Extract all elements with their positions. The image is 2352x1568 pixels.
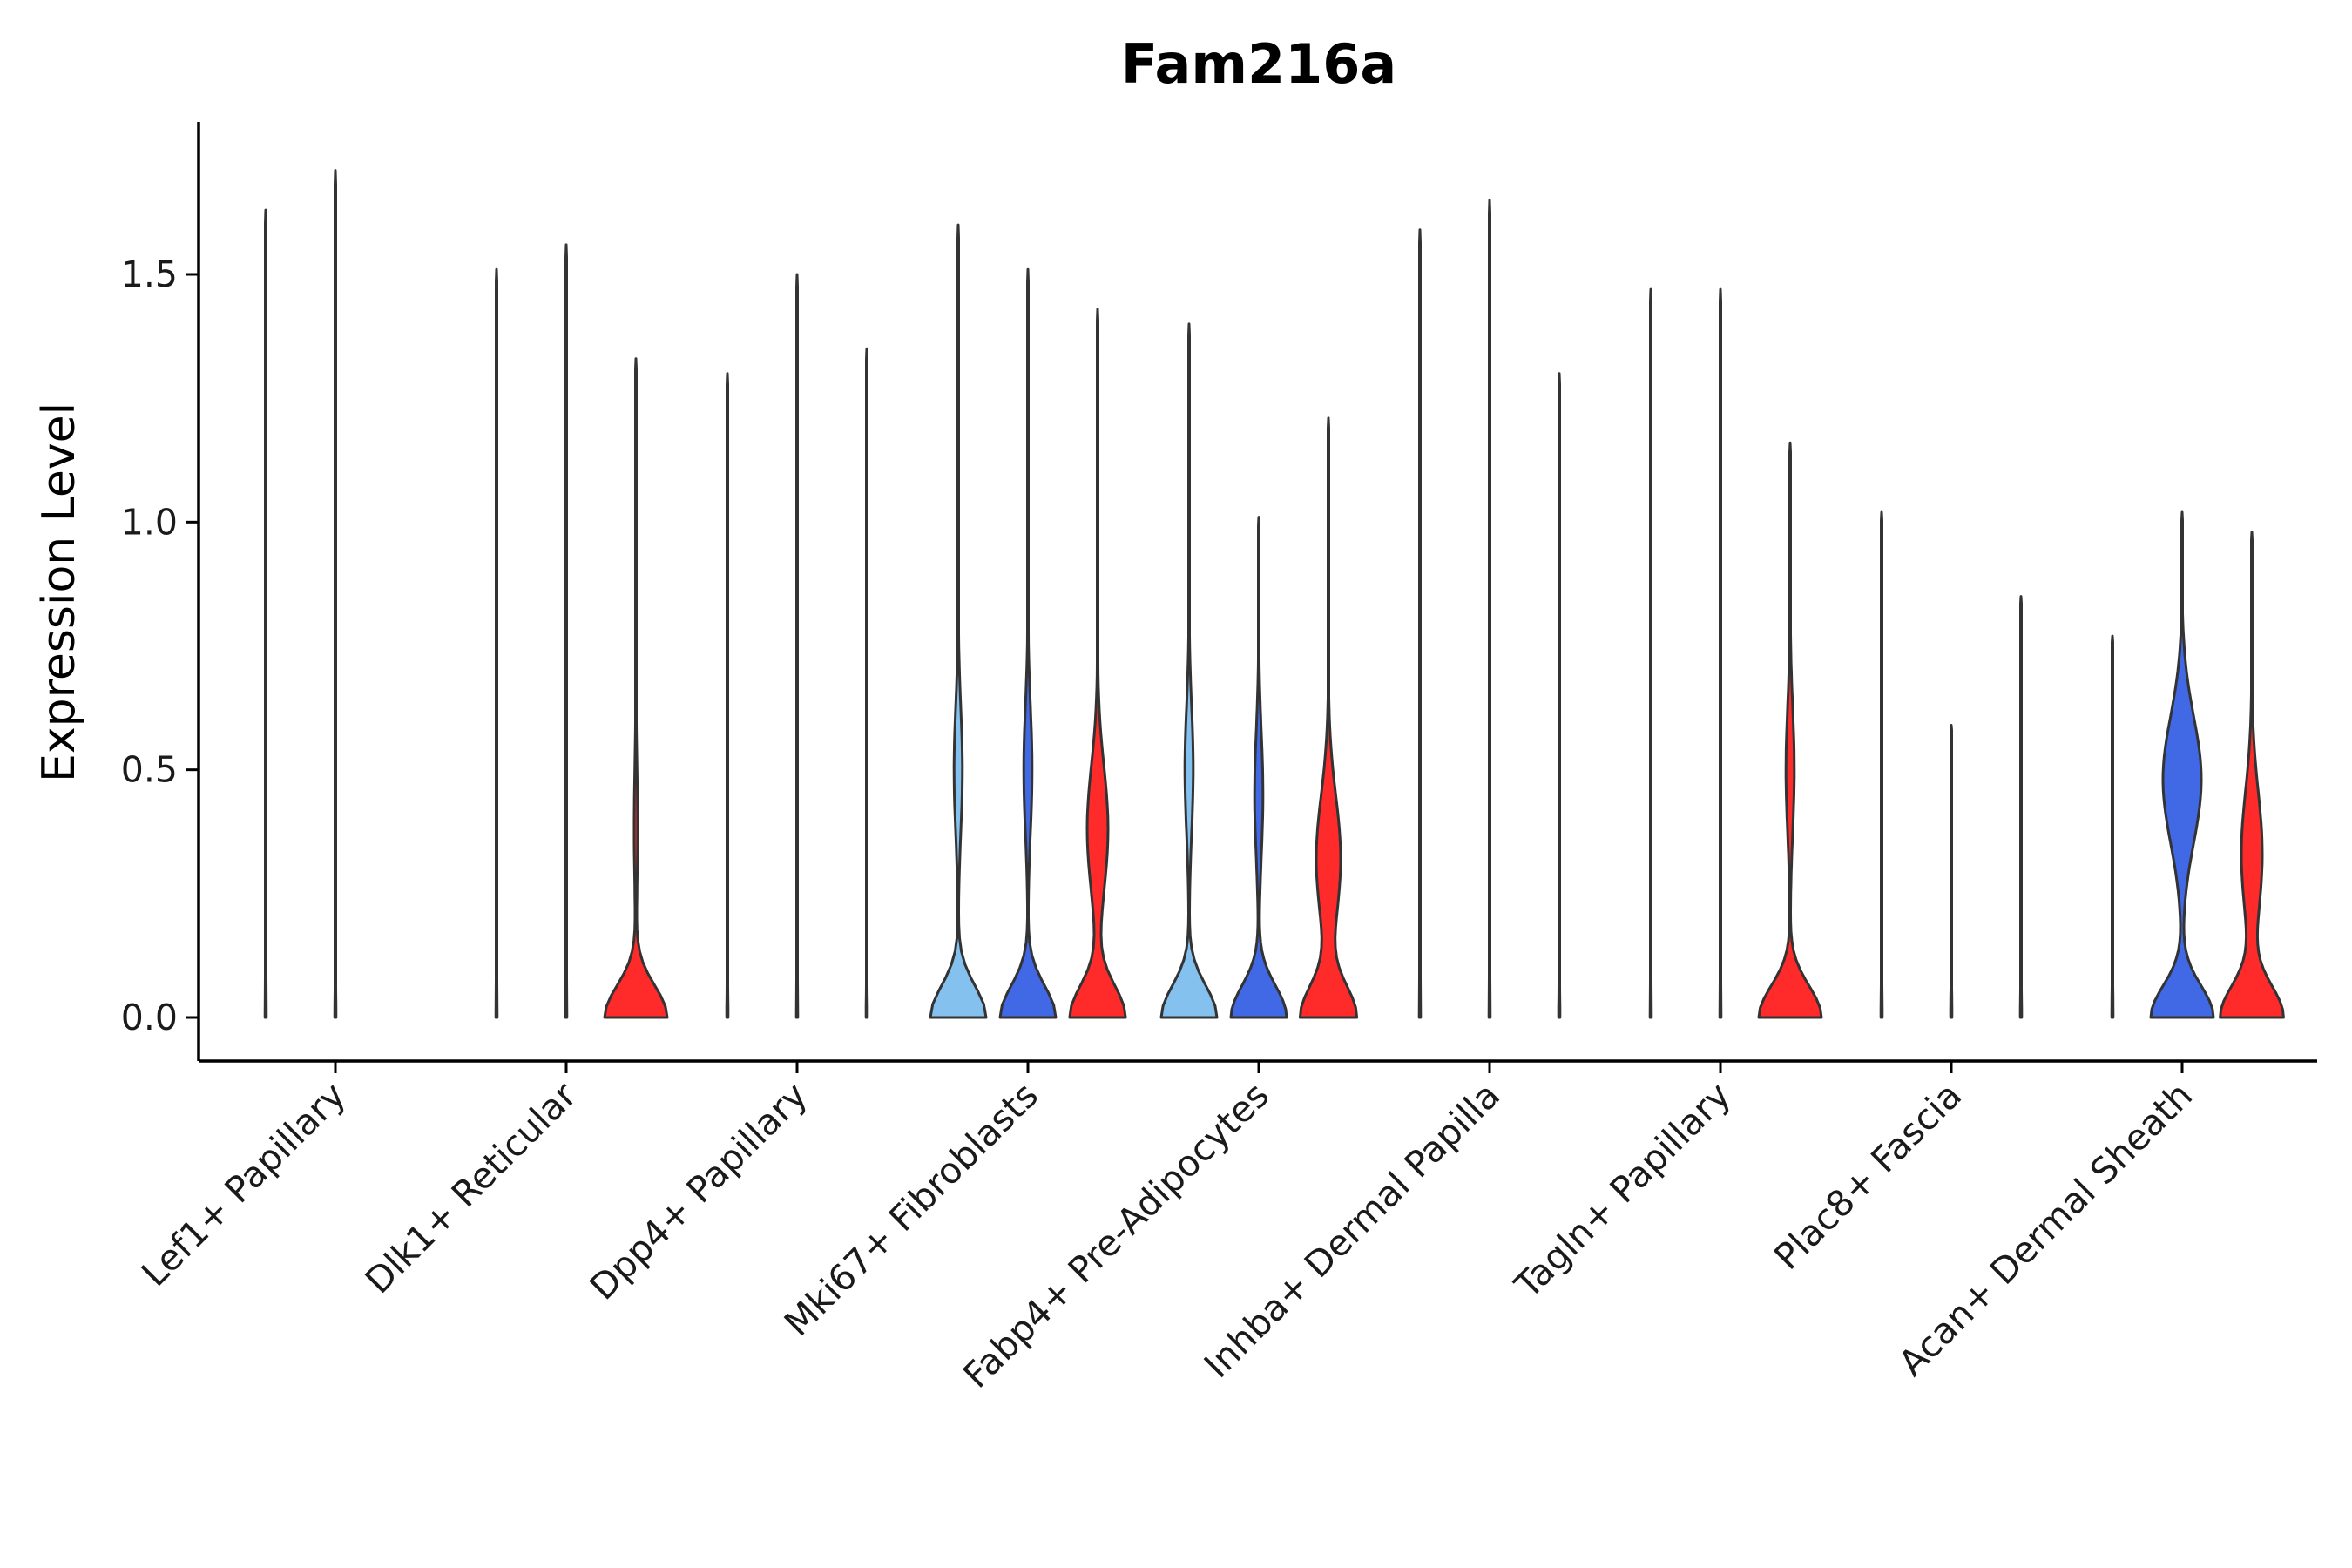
violin-group-2-6: [1487, 199, 1492, 1019]
violin-group-3-9: [2219, 531, 2285, 1019]
violin-group-1-3: [725, 372, 730, 1019]
violin-group-2-8: [1949, 724, 1954, 1019]
x-tick-label: Tagln+ Papillary: [1506, 1074, 1739, 1307]
violins: [263, 169, 2285, 1019]
violin-group-3-2: [603, 357, 669, 1019]
violin-group-2-5: [1229, 516, 1288, 1019]
violin-group-2-3: [794, 273, 800, 1019]
y-tick-label: 1.5: [121, 253, 178, 295]
violin-group-2-9: [2149, 510, 2215, 1019]
violin-group-2-7: [1718, 287, 1723, 1019]
violin-group-1-6: [1417, 228, 1423, 1019]
violin-group-3-4: [1068, 308, 1127, 1019]
violin-group-1-9: [2110, 634, 2115, 1019]
violin-group-3-3: [864, 347, 869, 1019]
violin-group-2-2: [564, 243, 569, 1019]
violin-group-1-2: [494, 267, 499, 1019]
violin-group-1-7: [1648, 287, 1653, 1019]
violin-group-3-7: [1757, 441, 1823, 1019]
violin-group-1-8: [1879, 510, 1884, 1019]
chart-title: Fam216a: [1121, 32, 1396, 96]
violin-group-2-1: [333, 169, 338, 1019]
violin-group-2-4: [998, 267, 1058, 1019]
y-tick-label: 0.5: [121, 749, 178, 791]
violin-group-1-4: [929, 223, 988, 1019]
y-axis-label: Expression Level: [33, 402, 85, 782]
violin-group-1-1: [263, 208, 268, 1019]
x-tick-label: Dpp4+ Papillary: [582, 1074, 815, 1308]
y-tick-label: 0.0: [121, 997, 178, 1038]
violin-group-3-6: [1557, 372, 1562, 1019]
x-tick-label: Plac8+ Fascia: [1766, 1074, 1970, 1278]
x-tick-label: Lef1+ Papillary: [133, 1074, 354, 1294]
y-tick-label: 1.0: [121, 501, 178, 543]
violin-group-3-5: [1298, 416, 1359, 1019]
x-tick-label: Mki67+ Fibroblasts: [776, 1074, 1046, 1344]
y-ticks: 0.0 0.5 1.0 1.5: [121, 253, 199, 1038]
violin-group-3-8: [2018, 595, 2024, 1019]
x-tick-label: Dlk1+ Reticular: [357, 1074, 585, 1301]
violin-group-1-5: [1159, 322, 1219, 1019]
